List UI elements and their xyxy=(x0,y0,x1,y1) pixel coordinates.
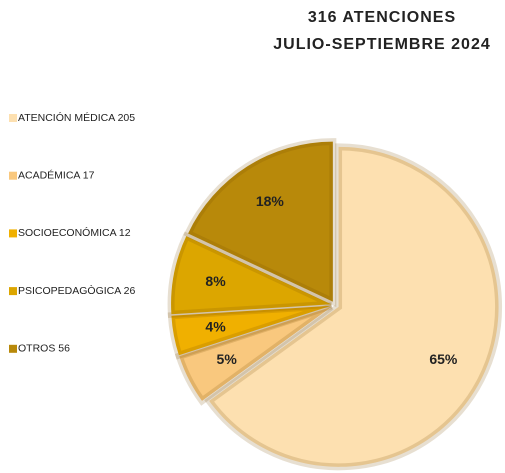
pie-slice xyxy=(204,143,503,471)
data-label: 18% xyxy=(256,193,285,209)
chart-title: 316 ATENCIONES xyxy=(308,9,456,26)
legend-label: PSICOPEDAGÒGICA 26 xyxy=(18,284,135,297)
chart-subtitle: JULIO-SEPTIEMBRE 2024 xyxy=(273,36,491,53)
legend-label: SOCIOECONÓMICA 12 xyxy=(18,226,131,239)
data-label: 8% xyxy=(205,273,226,289)
pie-slice xyxy=(167,231,333,319)
legend-label: ACADÉMICA 17 xyxy=(18,168,95,181)
legend-swatch xyxy=(9,287,17,296)
legend-swatch xyxy=(9,229,17,238)
pie-slice xyxy=(174,303,334,406)
pie-slice xyxy=(167,302,333,360)
legend-swatch xyxy=(9,114,17,122)
legend-label: ATENCIÓN MÉDICA 205 xyxy=(18,111,135,124)
data-label: 4% xyxy=(205,318,226,334)
legend-label: OTROS 56 xyxy=(18,343,70,355)
data-label: 65% xyxy=(429,351,458,367)
pie-slice xyxy=(183,138,337,308)
legend-swatch xyxy=(9,344,17,353)
legend-swatch xyxy=(9,171,17,180)
data-label: 5% xyxy=(217,351,238,367)
